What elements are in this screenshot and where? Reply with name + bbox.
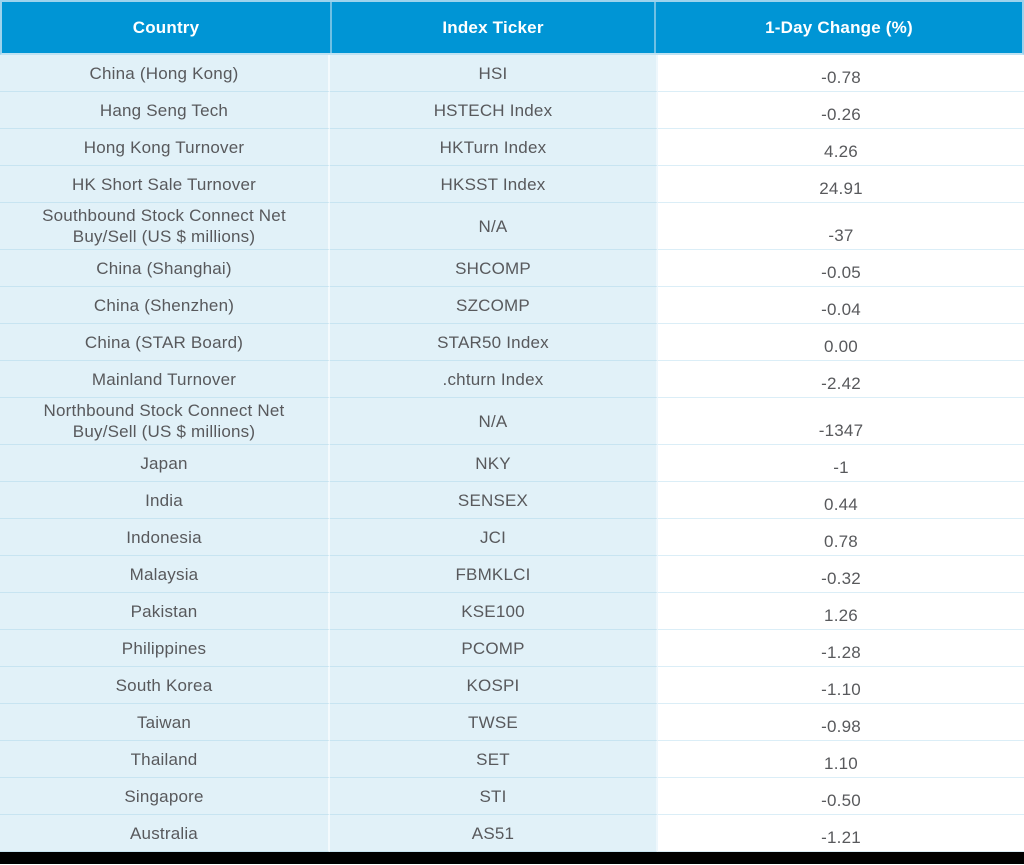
index-ticker-cell: N/A xyxy=(330,398,658,445)
table-row: China (Hong Kong) HSI -0.78 xyxy=(0,55,1024,92)
change-value-cell: 0.00 xyxy=(658,324,1024,361)
index-ticker-cell: HKTurn Index xyxy=(330,129,658,166)
country-cell: Philippines xyxy=(0,630,330,667)
country-cell: Mainland Turnover xyxy=(0,361,330,398)
table-row: Philippines PCOMP -1.28 xyxy=(0,630,1024,667)
change-value-cell: 0.44 xyxy=(658,482,1024,519)
index-ticker-cell: STI xyxy=(330,778,658,815)
index-ticker-cell: KOSPI xyxy=(330,667,658,704)
country-cell: Singapore xyxy=(0,778,330,815)
table-row: Southbound Stock Connect Net Buy/Sell (U… xyxy=(0,203,1024,250)
change-value-cell: -1347 xyxy=(658,398,1024,445)
table-header-row: Country Index Ticker 1-Day Change (%) xyxy=(0,0,1024,55)
index-ticker-cell: .chturn Index xyxy=(330,361,658,398)
index-ticker-cell: JCI xyxy=(330,519,658,556)
table-row: Malaysia FBMKLCI -0.32 xyxy=(0,556,1024,593)
change-value-cell: -0.32 xyxy=(658,556,1024,593)
country-cell: Southbound Stock Connect Net Buy/Sell (U… xyxy=(0,203,330,250)
country-cell: Japan xyxy=(0,445,330,482)
change-value-cell: 1.26 xyxy=(658,593,1024,630)
table-body: China (Hong Kong) HSI -0.78 Hang Seng Te… xyxy=(0,55,1024,852)
country-cell: China (Hong Kong) xyxy=(0,55,330,92)
index-ticker-cell: TWSE xyxy=(330,704,658,741)
country-cell: Indonesia xyxy=(0,519,330,556)
country-cell: South Korea xyxy=(0,667,330,704)
index-ticker-cell: NKY xyxy=(330,445,658,482)
country-cell: Hang Seng Tech xyxy=(0,92,330,129)
change-value-cell: -37 xyxy=(658,203,1024,250)
change-value-cell: -0.05 xyxy=(658,250,1024,287)
table-row: Taiwan TWSE -0.98 xyxy=(0,704,1024,741)
country-cell: India xyxy=(0,482,330,519)
column-header-country: Country xyxy=(132,17,200,37)
country-cell: China (STAR Board) xyxy=(0,324,330,361)
change-value-cell: -0.98 xyxy=(658,704,1024,741)
table-row: China (Shanghai) SHCOMP -0.05 xyxy=(0,250,1024,287)
country-cell: Malaysia xyxy=(0,556,330,593)
index-ticker-cell: KSE100 xyxy=(330,593,658,630)
change-value-cell: -0.04 xyxy=(658,287,1024,324)
table-row: HK Short Sale Turnover HKSST Index 24.91 xyxy=(0,166,1024,203)
index-ticker-cell: SHCOMP xyxy=(330,250,658,287)
table-row: Thailand SET 1.10 xyxy=(0,741,1024,778)
index-ticker-cell: PCOMP xyxy=(330,630,658,667)
index-ticker-cell: HSTECH Index xyxy=(330,92,658,129)
column-header-1-day-change: 1-Day Change (%) xyxy=(765,17,913,37)
table-row: South Korea KOSPI -1.10 xyxy=(0,667,1024,704)
index-ticker-cell: SET xyxy=(330,741,658,778)
change-value-cell: -1.21 xyxy=(658,815,1024,852)
country-cell: Northbound Stock Connect Net Buy/Sell (U… xyxy=(0,398,330,445)
country-cell: Thailand xyxy=(0,741,330,778)
table-row: Japan NKY -1 xyxy=(0,445,1024,482)
table-row: Hang Seng Tech HSTECH Index -0.26 xyxy=(0,92,1024,129)
column-header-index-ticker: Index Ticker xyxy=(330,2,656,53)
table-row: China (Shenzhen) SZCOMP -0.04 xyxy=(0,287,1024,324)
change-value-cell: 24.91 xyxy=(658,166,1024,203)
change-value-cell: -1.10 xyxy=(658,667,1024,704)
index-ticker-cell: HKSST Index xyxy=(330,166,658,203)
bottom-black-bar xyxy=(0,852,1024,864)
index-ticker-cell: HSI xyxy=(330,55,658,92)
table-row: Northbound Stock Connect Net Buy/Sell (U… xyxy=(0,398,1024,445)
table-row: India SENSEX 0.44 xyxy=(0,482,1024,519)
change-value-cell: -0.26 xyxy=(658,92,1024,129)
country-cell: Australia xyxy=(0,815,330,852)
table-row: Indonesia JCI 0.78 xyxy=(0,519,1024,556)
change-value-cell: -2.42 xyxy=(658,361,1024,398)
table-row: China (STAR Board) STAR50 Index 0.00 xyxy=(0,324,1024,361)
country-cell: Taiwan xyxy=(0,704,330,741)
country-cell: HK Short Sale Turnover xyxy=(0,166,330,203)
index-ticker-cell: FBMKLCI xyxy=(330,556,658,593)
country-cell: China (Shenzhen) xyxy=(0,287,330,324)
country-cell: Pakistan xyxy=(0,593,330,630)
index-ticker-cell: AS51 xyxy=(330,815,658,852)
index-ticker-cell: N/A xyxy=(330,203,658,250)
index-ticker-cell: SENSEX xyxy=(330,482,658,519)
table-row: Mainland Turnover .chturn Index -2.42 xyxy=(0,361,1024,398)
index-ticker-cell: STAR50 Index xyxy=(330,324,658,361)
table-row: Singapore STI -0.50 xyxy=(0,778,1024,815)
change-value-cell: 1.10 xyxy=(658,741,1024,778)
country-cell: Hong Kong Turnover xyxy=(0,129,330,166)
change-value-cell: -1 xyxy=(658,445,1024,482)
change-value-cell: -0.50 xyxy=(658,778,1024,815)
table-row: Pakistan KSE100 1.26 xyxy=(0,593,1024,630)
change-value-cell: -0.78 xyxy=(658,55,1024,92)
table-row: Hong Kong Turnover HKTurn Index 4.26 xyxy=(0,129,1024,166)
change-value-cell: -1.28 xyxy=(658,630,1024,667)
change-value-cell: 4.26 xyxy=(658,129,1024,166)
change-value-cell: 0.78 xyxy=(658,519,1024,556)
index-ticker-cell: SZCOMP xyxy=(330,287,658,324)
country-cell: China (Shanghai) xyxy=(0,250,330,287)
table-row: Australia AS51 -1.21 xyxy=(0,815,1024,852)
